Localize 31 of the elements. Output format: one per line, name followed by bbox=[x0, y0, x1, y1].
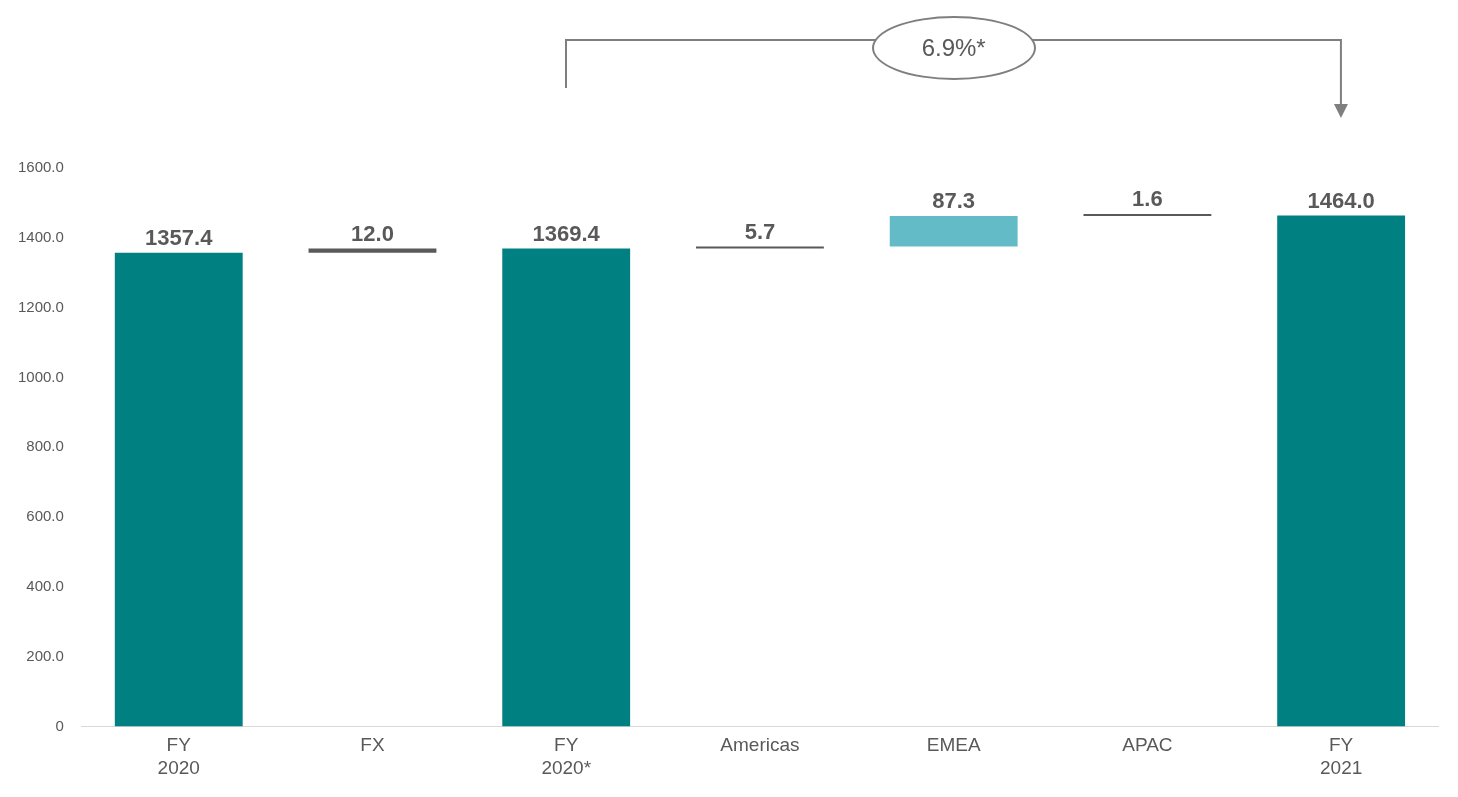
y-tick-label: 600.0 bbox=[26, 507, 64, 525]
y-tick-label: 1600.0 bbox=[17, 158, 64, 176]
data-label: 87.3 bbox=[932, 188, 976, 214]
bar bbox=[889, 216, 1018, 247]
bar bbox=[1277, 215, 1406, 727]
data-label: 1357.4 bbox=[145, 224, 214, 250]
y-tick-label: 1000.0 bbox=[17, 367, 64, 385]
bar bbox=[114, 252, 243, 727]
data-label: 1369.4 bbox=[532, 220, 601, 246]
y-tick-label: 800.0 bbox=[26, 437, 64, 455]
y-tick-label: 200.0 bbox=[26, 646, 64, 664]
data-label: 1464.0 bbox=[1307, 187, 1375, 213]
x-tick-label: EMEA bbox=[926, 734, 981, 756]
bar bbox=[1083, 214, 1212, 217]
bar bbox=[502, 248, 631, 727]
x-tick-label: FX bbox=[360, 734, 385, 756]
y-tick-label: 0 bbox=[55, 716, 64, 734]
x-tick-label: Americas bbox=[720, 734, 800, 756]
x-tick-label: FY 2020* bbox=[541, 734, 592, 778]
data-label: 5.7 bbox=[744, 218, 776, 244]
bar bbox=[696, 246, 824, 249]
x-tick-label: FY 2020 bbox=[157, 734, 200, 778]
y-tick-label: 1200.0 bbox=[17, 297, 64, 315]
bar bbox=[308, 248, 437, 253]
y-tick-label: 1400.0 bbox=[17, 227, 64, 245]
x-tick-label: APAC bbox=[1122, 734, 1173, 756]
x-tick-label: FY 2021 bbox=[1319, 734, 1363, 778]
data-label: 1.6 bbox=[1132, 186, 1163, 212]
y-tick-label: 400.0 bbox=[26, 576, 64, 594]
data-label: 12.0 bbox=[351, 220, 394, 246]
text: 6.9%* bbox=[871, 16, 1036, 80]
